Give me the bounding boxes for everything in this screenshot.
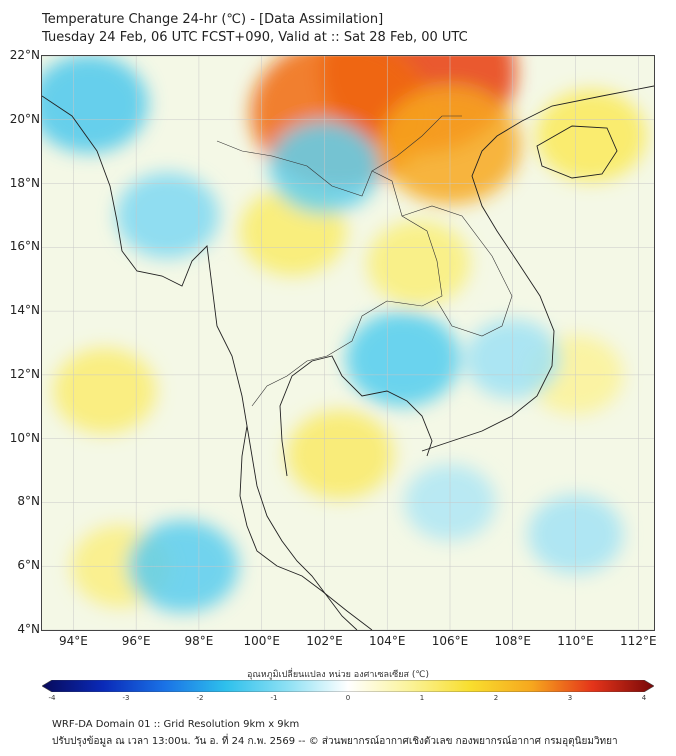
coastline-malay-peninsula bbox=[239, 425, 373, 630]
chart-subtitle: Tuesday 24 Feb, 06 UTC FCST+090, Valid a… bbox=[42, 30, 468, 45]
colorbar-gradient bbox=[42, 680, 654, 692]
lat-label: 22°N bbox=[9, 48, 40, 62]
colorbar-tick-label: 2 bbox=[493, 694, 499, 702]
lat-label: 20°N bbox=[9, 111, 40, 126]
anomaly-cool-cambodia bbox=[345, 311, 461, 407]
coastline-layer bbox=[42, 85, 654, 630]
lat-label: 4°N bbox=[17, 622, 40, 636]
lon-label: 96°E bbox=[121, 634, 151, 648]
border-laos-cambodia bbox=[371, 115, 513, 337]
lon-label: 110°E bbox=[557, 634, 594, 648]
anomaly-cool-myanmar-central bbox=[116, 172, 219, 259]
lat-label: 16°N bbox=[9, 239, 40, 254]
anomaly-warm-laos-south bbox=[367, 220, 470, 307]
coastline-mainland bbox=[42, 95, 358, 630]
lat-label: 14°N bbox=[9, 303, 40, 318]
lon-label: 108°E bbox=[494, 634, 532, 648]
anomaly-cool-myanmar-west bbox=[42, 56, 149, 154]
colorbar-tick-label: -2 bbox=[196, 694, 204, 702]
colorbar-tick-label: 3 bbox=[567, 694, 573, 702]
map-canvas bbox=[42, 56, 654, 630]
anomaly-warm-hainan bbox=[536, 89, 647, 182]
lat-label: 10°N bbox=[9, 430, 40, 445]
lat-label: 18°N bbox=[9, 175, 40, 190]
colorbar-label: อุณหภูมิเปลี่ยนแปลง หน่วย องศาเซลเซียส (… bbox=[246, 670, 430, 680]
colorbar-tick-label: 0 bbox=[345, 694, 351, 702]
lon-label: 112°E bbox=[620, 634, 657, 648]
coastline-vietnam bbox=[421, 85, 654, 452]
anomaly-warm-andaman-west bbox=[53, 348, 157, 434]
anomaly-warm-gulf-east bbox=[286, 410, 394, 500]
colorbar-tick-label: -1 bbox=[270, 694, 278, 702]
map-panel[interactable] bbox=[41, 55, 655, 631]
lon-label: 102°E bbox=[306, 634, 343, 648]
lat-label: 8°N bbox=[17, 494, 40, 509]
chart-title: Temperature Change 24-hr (℃) - [Data Ass… bbox=[42, 12, 384, 27]
footer-credit: ปรับปรุงข้อมูล ณ เวลา 13:00น. วัน อ. ที่… bbox=[52, 736, 618, 747]
lat-label: 12°N bbox=[9, 366, 40, 381]
border-thailand bbox=[216, 140, 443, 407]
colorbar-tick-label: -3 bbox=[122, 694, 130, 702]
footer-model-info: WRF-DA Domain 01 :: Grid Resolution 9km … bbox=[52, 719, 300, 730]
lon-label: 94°E bbox=[58, 634, 88, 648]
lat-label: 6°N bbox=[17, 558, 40, 573]
lon-label: 106°E bbox=[431, 634, 469, 648]
coastline-gulf-of-thailand bbox=[279, 355, 433, 477]
colorbar bbox=[42, 680, 654, 692]
lon-label: 98°E bbox=[184, 634, 214, 648]
graticule-layer bbox=[42, 56, 654, 630]
colorbar-tick-label: 4 bbox=[641, 694, 647, 702]
colorbar-tick-label: -4 bbox=[48, 694, 56, 702]
lon-label: 100°E bbox=[243, 634, 280, 648]
lon-label: 104°E bbox=[368, 634, 406, 648]
anomaly-field-layer bbox=[42, 56, 647, 613]
colorbar-tick-label: 1 bbox=[419, 694, 425, 702]
coastline-hainan bbox=[536, 125, 618, 179]
